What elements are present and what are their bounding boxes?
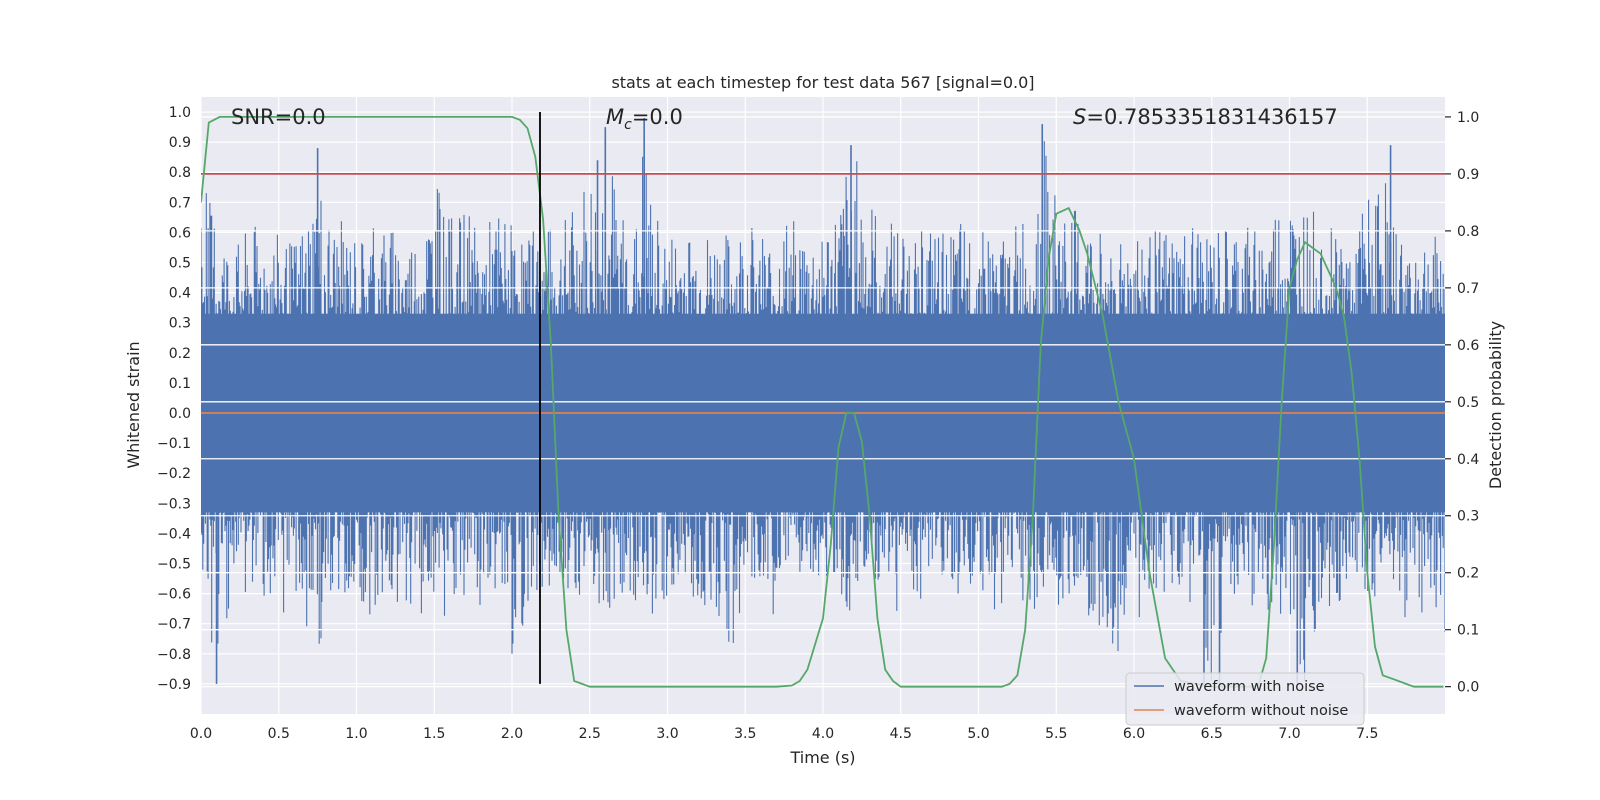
legend-label-waveform-without-noise: waveform without noise	[1174, 703, 1348, 719]
x-tick-label: 4.5	[890, 726, 912, 742]
series-lines	[201, 112, 1445, 688]
y-tick-label: −0.8	[157, 647, 191, 663]
y-tick-label: 0.4	[169, 286, 191, 302]
y-tick-label: −0.5	[157, 557, 191, 573]
y-tick-label: 1.0	[169, 105, 191, 121]
y-tick-label: 0.6	[169, 225, 191, 241]
x-tick-label: 1.0	[345, 726, 367, 742]
y-axis-ticks: −0.9 −0.8 −0.7 −0.6 −0.5 −0.4 −0.3 −0.2 −0.1 0.0 0…	[157, 105, 191, 693]
chirp-mass-annotation: Mc=0.0	[606, 105, 683, 133]
x-tick-label: 7.5	[1356, 726, 1378, 742]
y-tick-label: −0.9	[157, 677, 191, 693]
y2-tick-label: 0.2	[1457, 566, 1479, 582]
y2-tick-label: 0.4	[1457, 452, 1479, 468]
chirp-mass-subscript: c	[624, 117, 632, 133]
y-tick-label: 0.9	[169, 135, 191, 151]
y-tick-label: 0.8	[169, 165, 191, 181]
y2-tick-label: 0.0	[1457, 680, 1479, 696]
x-tick-label: 6.5	[1201, 726, 1223, 742]
y2-tick-label: 0.8	[1457, 224, 1479, 240]
series-detection-probability	[201, 116, 1444, 688]
x-tick-label: 0.0	[190, 726, 212, 742]
x-axis-title: Time (s)	[789, 748, 855, 767]
y2-tick-label: 0.6	[1457, 338, 1479, 354]
legend-box	[1125, 672, 1365, 726]
y-tick-label: 0.0	[169, 406, 191, 422]
y2-axis-ticks: 0.0 0.1 0.2 0.3 0.4 0.5 0.6 0.7 0.8 0.9 1.0	[1445, 110, 1479, 696]
x-tick-label: 7.0	[1278, 726, 1300, 742]
chirp-mass-symbol: M	[606, 105, 624, 129]
legend-label-waveform-with-noise: waveform with noise	[1174, 679, 1325, 695]
legend: waveform with noise waveform without noi…	[1125, 672, 1365, 726]
y2-axis-title: Detection probability	[1486, 321, 1505, 489]
x-tick-label: 2.5	[579, 726, 601, 742]
y-axis-title: Whitened strain	[124, 341, 143, 468]
y2-tick-label: 0.7	[1457, 281, 1479, 297]
y-tick-label: 0.1	[169, 376, 191, 392]
score-symbol: S	[1073, 105, 1086, 129]
score-annotation: S=0.7853351831436157	[1073, 105, 1338, 129]
y-tick-label: −0.2	[157, 466, 191, 482]
x-tick-label: 1.5	[423, 726, 445, 742]
y-tick-label: 0.2	[169, 346, 191, 362]
y-tick-label: 0.5	[169, 256, 191, 272]
x-axis-ticks: 0.0 0.5 1.0 1.5 2.0 2.5 3.0 3.5 4.0 4.5 5.0 5.5 6.0 6…	[190, 726, 1379, 742]
x-tick-label: 2.0	[501, 726, 523, 742]
y2-tick-label: 1.0	[1457, 110, 1479, 126]
y-tick-label: 0.7	[169, 195, 191, 211]
y2-tick-label: 0.5	[1457, 395, 1479, 411]
y2-tick-label: 0.9	[1457, 167, 1479, 183]
y-tick-label: −0.7	[157, 617, 191, 633]
y2-tick-label: 0.3	[1457, 509, 1479, 525]
y-tick-label: −0.4	[157, 526, 191, 542]
y-tick-label: 0.3	[169, 316, 191, 332]
x-tick-label: 5.5	[1045, 726, 1067, 742]
score-value: =0.7853351831436157	[1086, 105, 1337, 129]
x-tick-label: 4.0	[812, 726, 834, 742]
x-tick-label: 3.0	[656, 726, 678, 742]
x-tick-label: 6.0	[1123, 726, 1145, 742]
chart-title: stats at each timestep for test data 567…	[611, 73, 1034, 92]
x-tick-label: 5.0	[967, 726, 989, 742]
y-tick-label: −0.1	[157, 436, 191, 452]
x-tick-label: 3.5	[734, 726, 756, 742]
y-tick-label: −0.3	[157, 496, 191, 512]
x-tick-label: 0.5	[268, 726, 290, 742]
chirp-mass-value: =0.0	[632, 105, 683, 129]
y2-tick-label: 0.1	[1457, 623, 1479, 639]
y-tick-label: −0.6	[157, 587, 191, 603]
snr-annotation: SNR=0.0	[231, 105, 326, 129]
